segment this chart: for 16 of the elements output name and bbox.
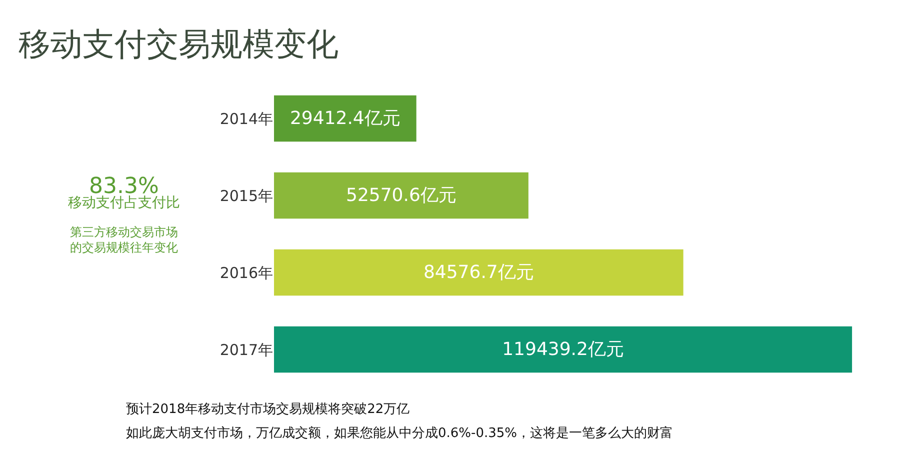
y-tick-label: 2017年 [220, 340, 273, 359]
text: 预计2018年移动支付市场交易规模将突破22万亿 [126, 401, 410, 417]
y-tick-label: 2016年 [220, 264, 273, 282]
chart-title: 移动支付交易规模变化 [18, 25, 338, 64]
data-label: 52570.6亿元 [346, 185, 456, 206]
data-label: 84576.7亿元 [423, 262, 534, 283]
text: 第三方移动交易市场的交易规模往年变化 [70, 225, 178, 255]
y-tick-label: 2015年 [220, 186, 273, 205]
y-tick-label: 2014年 [220, 110, 273, 128]
bar [274, 172, 528, 219]
data-label: 29412.4亿元 [290, 108, 400, 129]
bar [274, 95, 416, 142]
bar [274, 249, 684, 296]
text: 如此庞大胡支付市场，万亿成交额，如果您能从中分成0.6%-0.35%，这将是一笔多么大的财富 [126, 425, 674, 441]
data-label: 119439.2亿元 [502, 339, 624, 360]
bar [274, 326, 852, 373]
